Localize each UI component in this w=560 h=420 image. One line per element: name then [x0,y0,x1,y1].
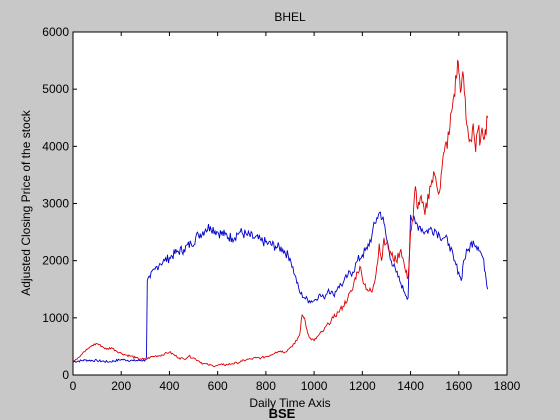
series-line-2 [72,59,489,368]
y-axis-label: Adjusted Closing Price of the stock [19,109,33,295]
y-tick-label: 5000 [42,82,69,96]
x-tick-label: 800 [256,379,276,393]
series-layer [72,59,489,368]
figure-caption: BSE [269,406,296,420]
x-tick-label: 600 [208,379,228,393]
x-tick-label: 0 [70,379,77,393]
series-line-1 [72,211,489,363]
plot-area [73,32,507,375]
x-tick-label: 1200 [349,379,376,393]
x-tick-label: 1800 [494,379,521,393]
y-tick-label: 0 [62,368,69,382]
x-tick-label: 1400 [397,379,424,393]
y-tick-label: 1000 [42,311,69,325]
x-tick-label: 400 [159,379,179,393]
x-tick-label: 1600 [445,379,472,393]
ticks-layer: 0 200 400 600 800 1000 1200 1400 1600 1800 0 1000 20… [42,25,520,393]
y-tick-label: 6000 [42,25,69,39]
y-tick-label: 3000 [42,197,69,211]
chart-title: BHEL [274,10,306,24]
y-tick-label: 2000 [42,254,69,268]
x-axis-label: Daily Time Axis [249,396,330,410]
x-tick-label: 200 [111,379,131,393]
y-tick-label: 4000 [42,139,69,153]
x-tick-label: 1000 [301,379,328,393]
